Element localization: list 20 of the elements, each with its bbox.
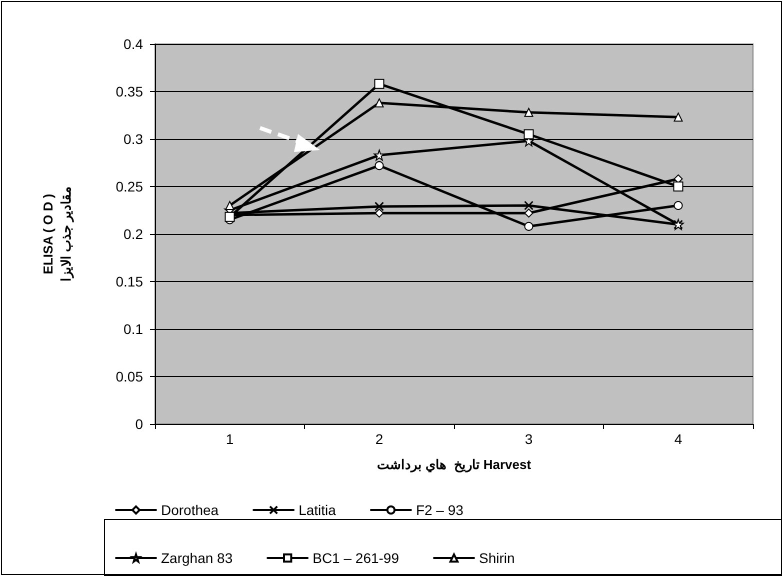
legend-label: Dorothea (161, 502, 219, 518)
x-axis-title: تاریخ هاي برداشت Harvest (376, 457, 532, 473)
y-tick-label: 0.05 (116, 368, 144, 384)
y-tick-label: 0.4 (124, 36, 144, 52)
x-tick-label: 2 (375, 431, 384, 447)
legend-label: Shirin (479, 550, 515, 566)
legend-label: Latitia (298, 502, 336, 518)
legend-label: BC1 – 261-99 (312, 550, 400, 566)
x-tick-label: 1 (226, 431, 234, 447)
x-tick-label: 3 (524, 431, 533, 447)
y-tick-label: 0 (135, 416, 144, 432)
y-tick-label: 0.35 (116, 84, 144, 100)
y-tick-label: 0.25 (116, 178, 144, 194)
y-tick-label: 0.3 (124, 131, 144, 147)
legend-label: Zarghan 83 (161, 550, 233, 566)
y-tick-label: 0.15 (116, 274, 144, 290)
y-tick-label: 0.2 (124, 226, 144, 242)
legend-label: F2 – 93 (416, 502, 464, 518)
y-tick-label: 0.1 (124, 321, 144, 337)
x-tick-label: 4 (674, 431, 682, 447)
